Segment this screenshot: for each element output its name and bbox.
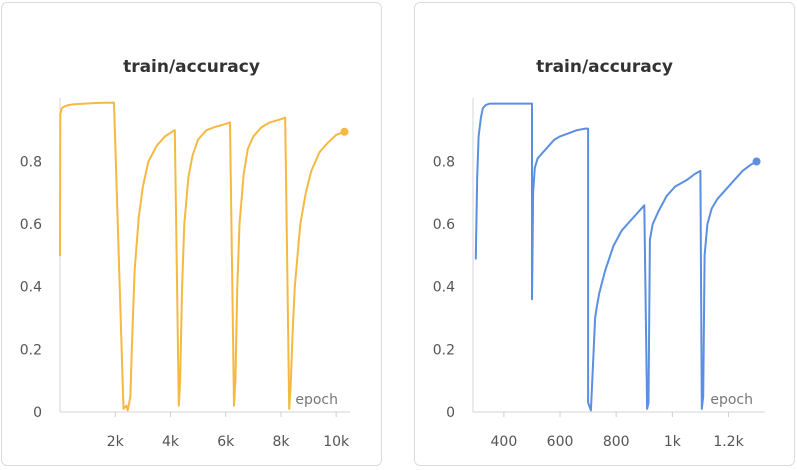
series-line [59, 101, 346, 412]
series-line [474, 102, 758, 412]
x-tick-label: 6k [217, 434, 235, 450]
x-tick-label: 2k [107, 434, 125, 450]
x-tick-label: 400 [491, 434, 518, 450]
chart-panel-right: train/accuracy 0 0.2 0.4 0.6 0.8 400 600 800 1k 1… [414, 2, 795, 466]
x-tick-label: 8k [272, 434, 290, 450]
chart-title: train/accuracy [536, 57, 673, 77]
chart-plot-area[interactable]: 0 0.2 0.4 0.6 0.8 400 600 800 1k 1.2k epoch [415, 3, 796, 467]
y-tick-label: 0.6 [20, 217, 42, 233]
chart-plot-area[interactable]: 0 0.2 0.4 0.6 0.8 2k 4k 6k 8k 10k epoch [2, 3, 383, 467]
y-tick-label: 0.4 [20, 280, 42, 296]
x-tick-label: 10k [323, 434, 350, 450]
x-tick-label: 4k [162, 434, 180, 450]
y-tick-label: 0 [446, 405, 455, 421]
y-tick-label: 0.6 [433, 217, 455, 233]
y-tick-label: 0.8 [433, 154, 455, 170]
y-tick-label: 0 [33, 405, 42, 421]
x-axis-label: epoch [710, 392, 753, 408]
x-tick-label: 1.2k [713, 434, 744, 450]
y-tick-label: 0.2 [20, 342, 42, 358]
x-tick-label: 800 [603, 434, 630, 450]
y-tick-label: 0.4 [433, 280, 455, 296]
x-tick-label: 1k [664, 434, 682, 450]
x-tick-label: 600 [547, 434, 574, 450]
y-tick-label: 0.8 [20, 154, 42, 170]
series-endpoint [340, 127, 349, 136]
x-axis-label: epoch [295, 392, 338, 408]
chart-panel-left: train/accuracy 0 0.2 0.4 0.6 0.8 2k 4k 6k 8k 10k e… [1, 2, 382, 466]
series-endpoint [752, 157, 761, 166]
y-tick-label: 0.2 [433, 342, 455, 358]
chart-title: train/accuracy [123, 57, 260, 77]
